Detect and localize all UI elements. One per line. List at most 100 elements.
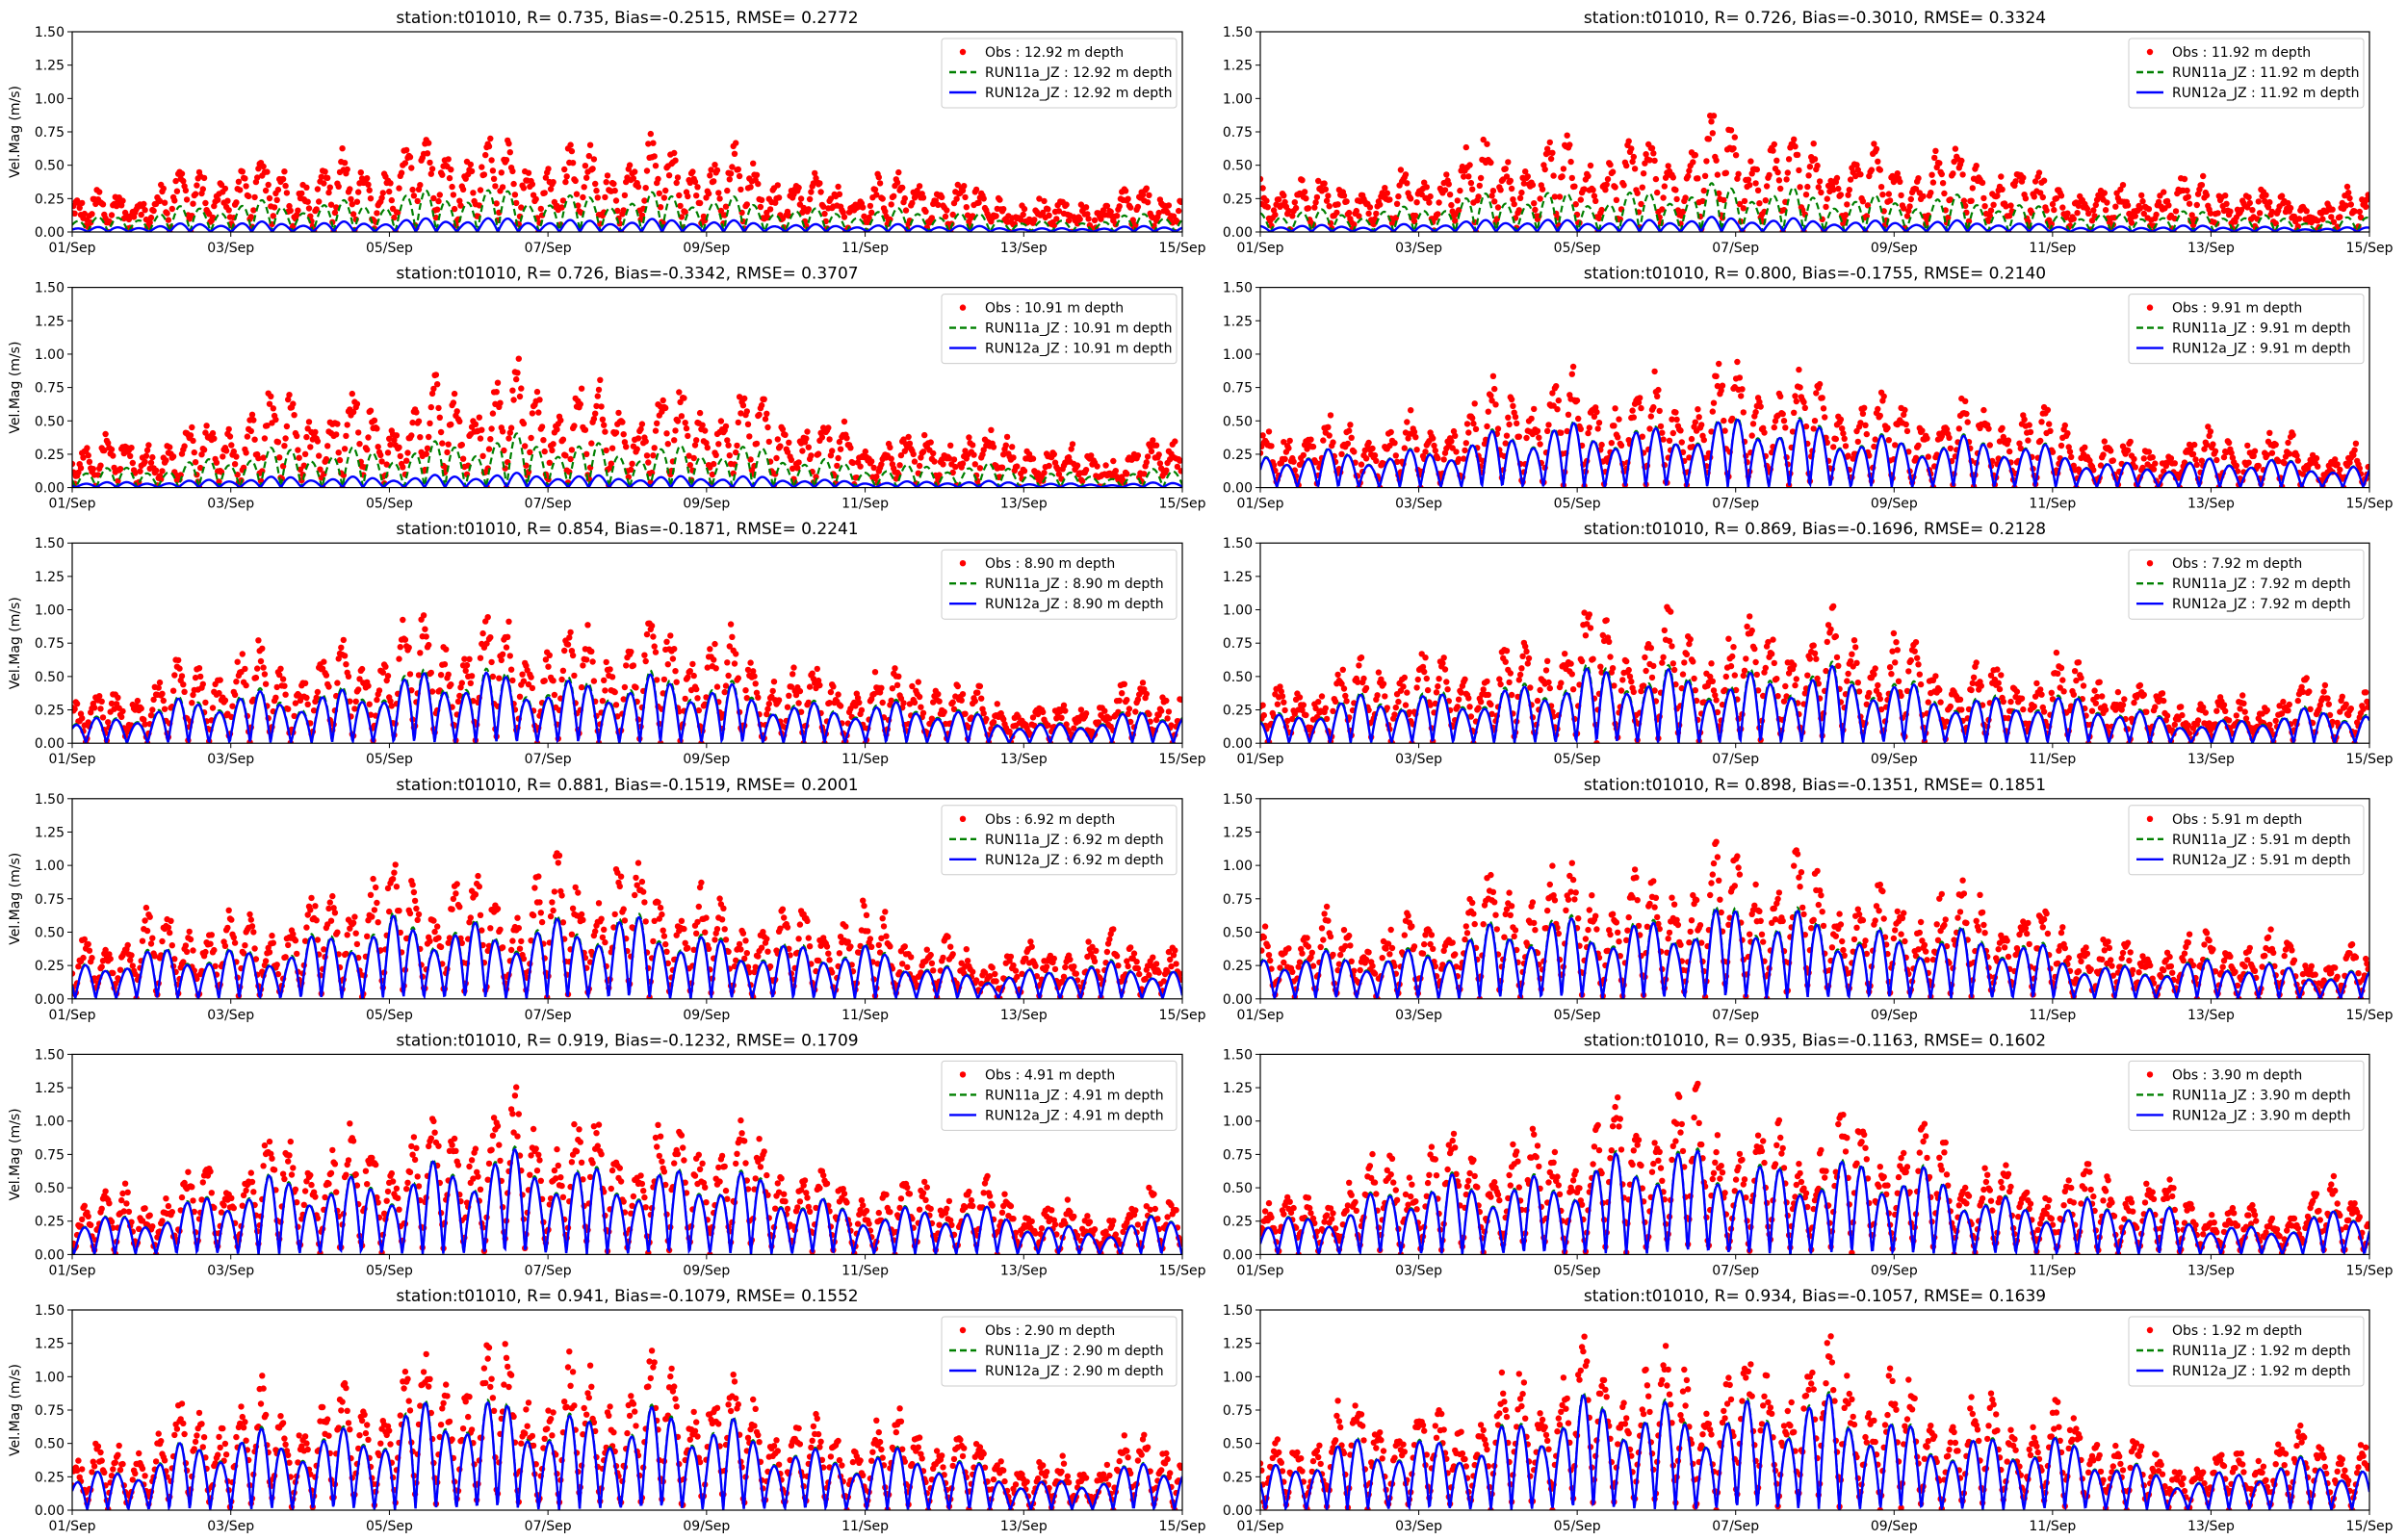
obs-point <box>334 421 341 427</box>
obs-point <box>230 448 237 455</box>
obs-point <box>1021 205 1028 213</box>
obs-point <box>231 691 239 699</box>
obs-point <box>729 164 736 170</box>
obs-point <box>255 166 262 172</box>
obs-point <box>409 186 416 193</box>
obs-point <box>1424 686 1432 694</box>
obs-point <box>150 207 157 215</box>
obs-point <box>1810 141 1817 147</box>
obs-point <box>2203 192 2211 199</box>
obs-point <box>1584 621 1591 628</box>
obs-point <box>367 195 375 202</box>
obs-point <box>906 440 914 447</box>
obs-point <box>1260 185 1266 192</box>
obs-point <box>1714 171 1721 178</box>
obs-point <box>841 214 848 220</box>
obs-point <box>1673 195 1680 203</box>
obs-point <box>1729 415 1736 423</box>
obs-point <box>889 685 896 692</box>
obs-point <box>428 688 436 695</box>
obs-point <box>2205 424 2212 430</box>
obs-point <box>1281 455 1288 463</box>
obs-point <box>142 207 148 214</box>
obs-point <box>835 183 841 191</box>
obs-point <box>1515 433 1523 440</box>
obs-point <box>1330 439 1336 446</box>
obs-point <box>146 218 153 226</box>
obs-point <box>559 197 567 204</box>
obs-point <box>138 705 144 712</box>
obs-point <box>353 400 361 407</box>
x-tick-label: 09/Sep <box>683 241 730 256</box>
obs-point <box>1877 184 1885 191</box>
obs-point <box>197 464 204 472</box>
obs-point <box>721 688 728 696</box>
obs-point <box>2058 442 2065 449</box>
obs-point <box>765 438 772 446</box>
obs-point <box>453 408 460 415</box>
obs-point <box>895 168 902 176</box>
obs-point <box>1432 448 1439 454</box>
obs-point <box>312 428 319 436</box>
obs-point <box>1943 425 1951 433</box>
obs-point <box>2119 182 2127 189</box>
obs-point <box>2124 447 2132 454</box>
obs-point <box>1857 420 1864 426</box>
obs-point <box>2109 457 2116 464</box>
obs-point <box>962 710 969 717</box>
obs-point <box>1871 443 1877 450</box>
obs-point <box>1741 197 1748 205</box>
obs-point <box>902 207 910 214</box>
obs-point <box>244 433 251 440</box>
obs-point <box>1143 185 1151 192</box>
obs-point <box>713 683 721 690</box>
obs-point <box>2250 452 2257 459</box>
obs-point <box>1303 711 1309 719</box>
obs-point <box>648 623 656 629</box>
obs-point <box>1536 434 1542 441</box>
obs-point <box>2220 453 2228 461</box>
obs-point <box>175 656 182 664</box>
obs-point <box>344 422 350 428</box>
obs-point <box>799 448 806 454</box>
obs-point <box>786 439 792 446</box>
obs-point <box>2194 191 2202 197</box>
obs-point <box>672 427 679 434</box>
x-tick-label: 03/Sep <box>207 752 254 767</box>
obs-point <box>281 443 288 449</box>
obs-point <box>662 404 669 412</box>
obs-point <box>1700 436 1708 444</box>
obs-point <box>1998 173 2005 180</box>
obs-point <box>1637 395 1643 401</box>
obs-point <box>2286 450 2292 457</box>
obs-point <box>2070 216 2077 222</box>
legend-marker-obs <box>959 304 967 311</box>
obs-point <box>365 181 372 188</box>
obs-point <box>954 682 961 690</box>
obs-point <box>1573 397 1581 404</box>
obs-point <box>1065 218 1073 224</box>
y-tick-label: 1.50 <box>1223 25 1253 40</box>
obs-point <box>755 694 762 701</box>
obs-point <box>1015 713 1022 720</box>
obs-point <box>2181 175 2188 183</box>
obs-point <box>296 454 302 461</box>
obs-point <box>1334 201 1341 208</box>
obs-point <box>1339 666 1347 673</box>
obs-point <box>893 681 901 688</box>
obs-point <box>1122 188 1129 194</box>
obs-point <box>1322 186 1330 192</box>
obs-point <box>485 142 493 150</box>
obs-point <box>1797 384 1803 391</box>
obs-point <box>1000 716 1007 723</box>
obs-point <box>1575 415 1582 423</box>
obs-point <box>1362 455 1370 462</box>
obs-point <box>642 657 649 665</box>
obs-point <box>423 450 429 457</box>
obs-point <box>1999 424 2006 431</box>
obs-point <box>459 186 467 193</box>
x-tick-label: 09/Sep <box>1871 241 1918 256</box>
obs-point <box>2066 449 2074 455</box>
obs-point <box>1819 395 1825 401</box>
